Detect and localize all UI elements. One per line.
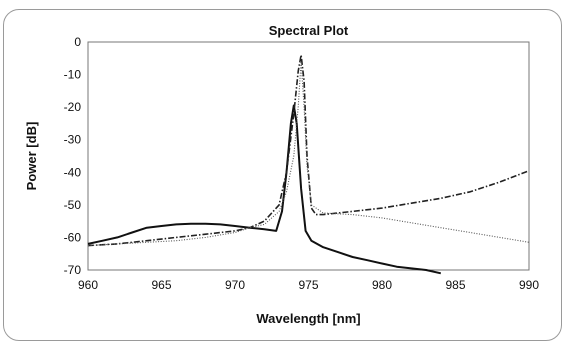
series-layer [87, 54, 530, 275]
spectral-chart: Spectral Plot 960 965 970 975 980 985 990 0 -10… [24, 23, 539, 326]
plot-area [87, 41, 530, 271]
series-line-dotted [87, 60, 530, 247]
x-tick-label: 980 [372, 278, 392, 292]
y-axis: 0 -10 -20 -30 -40 -50 -60 -70 [64, 35, 82, 277]
chart-frame: Spectral Plot 960 965 970 975 980 985 990 0 -10… [3, 9, 562, 341]
y-tick-label: 0 [74, 35, 81, 49]
y-tick-label: -60 [64, 230, 82, 244]
y-axis-title: Power [dB] [24, 122, 39, 191]
y-tick-label: -30 [64, 133, 82, 147]
x-axis-title: Wavelength [nm] [256, 311, 360, 326]
x-tick-label: 960 [78, 278, 98, 292]
x-tick-label: 965 [151, 278, 171, 292]
y-tick-label: -50 [64, 198, 82, 212]
y-tick-label: -40 [64, 165, 82, 179]
y-tick-label: -70 [64, 263, 82, 277]
series-line-dash-dot [87, 54, 530, 247]
y-tick-label: -10 [64, 68, 82, 82]
x-tick-label: 975 [298, 278, 318, 292]
x-tick-label: 970 [225, 278, 245, 292]
x-tick-label: 985 [445, 278, 465, 292]
x-axis: 960 965 970 975 980 985 990 [78, 278, 539, 292]
x-tick-label: 990 [519, 278, 539, 292]
y-tick-label: -20 [64, 100, 82, 114]
chart-title: Spectral Plot [269, 23, 349, 38]
series-line-solid [87, 104, 442, 275]
